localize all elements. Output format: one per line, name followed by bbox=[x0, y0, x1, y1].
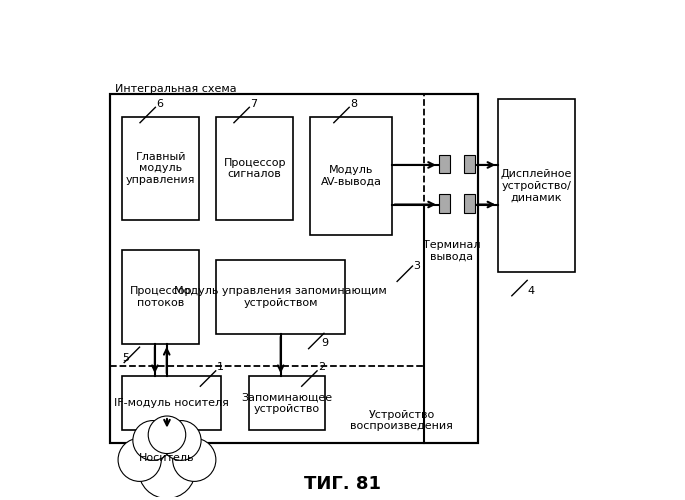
Text: 6: 6 bbox=[156, 98, 163, 108]
Circle shape bbox=[118, 438, 161, 482]
Text: 8: 8 bbox=[350, 98, 357, 108]
FancyBboxPatch shape bbox=[123, 250, 199, 344]
Text: 1: 1 bbox=[216, 362, 223, 372]
FancyBboxPatch shape bbox=[439, 154, 450, 174]
Circle shape bbox=[161, 420, 201, 461]
Text: Модуль управления запоминающим
устройством: Модуль управления запоминающим устройств… bbox=[174, 286, 387, 308]
Text: 5: 5 bbox=[122, 354, 129, 363]
Text: Терминал
вывода: Терминал вывода bbox=[423, 240, 480, 262]
Text: Устройство
воспроизведения: Устройство воспроизведения bbox=[351, 410, 453, 432]
Text: 3: 3 bbox=[413, 261, 420, 271]
Text: 9: 9 bbox=[321, 338, 328, 348]
Text: 4: 4 bbox=[528, 286, 535, 296]
Text: Модуль
AV-вывода: Модуль AV-вывода bbox=[321, 165, 382, 186]
FancyBboxPatch shape bbox=[439, 194, 450, 213]
Text: Интегральная схема: Интегральная схема bbox=[115, 84, 237, 94]
FancyBboxPatch shape bbox=[123, 376, 221, 430]
Text: IF-модуль носителя: IF-модуль носителя bbox=[114, 398, 229, 408]
Circle shape bbox=[138, 442, 195, 498]
Circle shape bbox=[173, 438, 216, 482]
FancyBboxPatch shape bbox=[464, 194, 475, 213]
Text: Запоминающее
устройство: Запоминающее устройство bbox=[241, 392, 332, 414]
FancyBboxPatch shape bbox=[464, 154, 475, 174]
Text: Носитель: Носитель bbox=[139, 452, 195, 462]
FancyBboxPatch shape bbox=[216, 116, 293, 220]
FancyBboxPatch shape bbox=[110, 94, 478, 443]
Text: Главный
модуль
управления: Главный модуль управления bbox=[126, 152, 195, 185]
FancyBboxPatch shape bbox=[216, 260, 345, 334]
Text: 7: 7 bbox=[250, 98, 257, 108]
Text: 2: 2 bbox=[318, 362, 325, 372]
Circle shape bbox=[133, 420, 173, 461]
Circle shape bbox=[148, 416, 186, 454]
Text: Дисплейное
устройство/
динамик: Дисплейное устройство/ динамик bbox=[501, 169, 572, 202]
FancyBboxPatch shape bbox=[249, 376, 325, 430]
FancyBboxPatch shape bbox=[310, 116, 392, 235]
FancyBboxPatch shape bbox=[123, 116, 199, 220]
Text: ΤИГ. 81: ΤИГ. 81 bbox=[304, 476, 381, 494]
Text: Процессор
потоков: Процессор потоков bbox=[129, 286, 192, 308]
FancyBboxPatch shape bbox=[498, 99, 575, 272]
Text: Процессор
сигналов: Процессор сигналов bbox=[223, 158, 286, 179]
